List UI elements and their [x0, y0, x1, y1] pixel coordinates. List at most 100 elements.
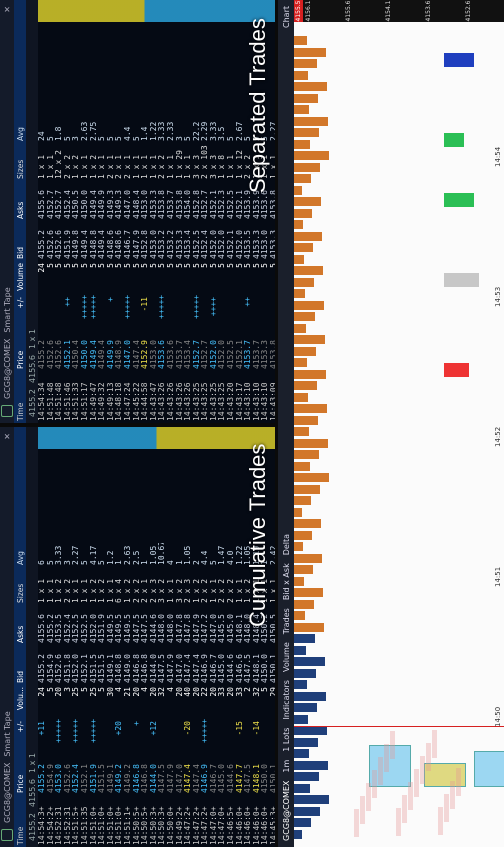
tape-row[interactable]: 14:50:3+ 4144.0 +12 20 4144.0 4144.6 2 x 3 1.05: [150, 449, 159, 847]
tape-row[interactable]: 14:49:2+ 4147.0 20 4147.0 4147.8 3 x 21: [176, 449, 185, 847]
volume-bar: [294, 324, 306, 333]
tape-cell: [72, 295, 81, 321]
tape-row[interactable]: 14:47:0+ 4145.0 33 4145.0 4145.5 2 x 2 1.47: [218, 449, 227, 847]
tape-row[interactable]: 14:50:5+ 4146.8 4 4146.8 4147.5 2 x 11: [141, 449, 150, 847]
column-header[interactable]: Avg: [15, 551, 25, 565]
timeframe-select[interactable]: 1m: [281, 759, 291, 773]
footprint-cluster[interactable]: [474, 751, 504, 787]
tape-cell: 4150.4: [72, 340, 81, 369]
tape-row[interactable]: 14:49:47 4149.4 ++++++5 4148.8 4149.4 1 x 2 2.…: [90, 22, 99, 423]
tape-row[interactable]: 14:47:24 4147.0 ++++++5 4146.7 4147.0 2 x 1 4.…: [124, 22, 133, 423]
price-axis[interactable]: 4156.1 4155.6 4154.1 4153.6 4152.6 4155.5: [294, 0, 504, 22]
column-header[interactable]: Asks: [15, 201, 25, 219]
tape-row[interactable]: 14:52:31 4153.0 ++++++ 20 4152.6 4153.5 1 x 2 3…: [55, 449, 64, 847]
tape-row[interactable]: 14:51:0+ 4151.9 ++++++ 25 4151.5 4152.0 1 x 2 4…: [90, 449, 99, 847]
tape-row[interactable]: 14:50:3+ 4147.5 32 4147.5 4148.0 3 x 2 10.67: [158, 449, 167, 847]
column-header[interactable]: Price: [15, 774, 25, 793]
column-header[interactable]: +/-: [15, 297, 25, 309]
column-header[interactable]: Avg: [15, 127, 25, 141]
tape-cell: 14:47:2+: [201, 806, 210, 845]
tape-row[interactable]: 14:51:0+ 4149.1 30 4149.1 4149.5 1 x 1 1.2: [107, 449, 116, 847]
tape-scrollbar[interactable]: [38, 0, 275, 22]
toolbar-volume[interactable]: Volume: [281, 642, 291, 673]
footprint-chart[interactable]: GCG8@COMEX 1m 1 Lots Indicators Volume T…: [278, 0, 504, 847]
tape-cell: 4151.8: [63, 654, 72, 683]
last-price-tag: 4155.5: [294, 0, 303, 22]
tape-row[interactable]: 14:46:0+ 4147.7 -15 33 4146.6 4148.1 1 x 1 1.22: [236, 449, 245, 847]
tape-row[interactable]: 14:43:26 4153.6 5 4153.2 4153.7 1 x 1 2.33: [167, 22, 176, 423]
tape-row[interactable]: 14:51:48 4152.6 5 4152.6 4152.7 12 x 2 1.8: [55, 22, 64, 423]
tape-row[interactable]: 14:46:5+ 4144.6 20 4144.6 4145.0 2 x 2 4.0: [227, 449, 236, 847]
column-header[interactable]: Price: [15, 350, 25, 369]
heat-cell: [426, 743, 431, 771]
symbol-label[interactable]: GCG8@COMEX: [2, 762, 12, 823]
tape-row[interactable]: 14:54:34 4155.2 24 4155.2 4155.6 1 x 1 24: [38, 22, 47, 423]
tape-row[interactable]: 14:43:26 4153.6 +++++5 4153.2 4153.8 2 x 2 3.3…: [158, 22, 167, 423]
tape-cell: 10.67: [158, 543, 167, 565]
tape-cell: 4155.6: [38, 190, 46, 219]
tape-row[interactable]: 14:43:25 4152.7 5 4152.4 4152.7 2 x 103 2.29: [201, 22, 210, 423]
tape-row[interactable]: 14:51:33 4150.4 5 4149.8 4150.5 1 x 23: [72, 22, 81, 423]
column-header[interactable]: Bid: [15, 671, 25, 683]
tape-row[interactable]: 14:47:2+ 4147.4 20 4147.4 4147.9 1 x 22: [193, 449, 202, 847]
column-header[interactable]: Bid: [15, 247, 25, 259]
symbol-label[interactable]: GCG8@COMEX: [281, 780, 291, 841]
gear-icon[interactable]: [1, 829, 13, 841]
column-header[interactable]: Sizes: [15, 583, 25, 603]
tape-row[interactable]: 14:47:0+ 4146.7 20 4146.7 4147.0 1 x 15: [210, 449, 219, 847]
tape-row[interactable]: 14:43:25 4152.7 ++++++5 4152.5 4152.8 3 x 3 22…: [193, 22, 202, 423]
tape-row[interactable]: 14:43:17 4152.1 5 4152.0 4152.1 1 x 12 2.67: [236, 22, 245, 423]
tape-cell: 3.33: [55, 545, 64, 565]
column-header[interactable]: Time: [15, 826, 25, 845]
lots-select[interactable]: 1 Lots: [281, 727, 291, 752]
tape-row[interactable]: 14:51:1+ 4149.2 21 4149.0 4149.5 1 x 2 2.63: [124, 449, 133, 847]
tape-row[interactable]: 14:51:5+ 4152.4 ++++++ 25 4152.0 4152.5 1 x 1 2…: [72, 449, 81, 847]
tape-row[interactable]: 14:43:47 4153.0 5 4153.0 4153.3 1 x 1 1.22: [150, 22, 159, 423]
chart-plot-area[interactable]: 14:50 14:51 14:52 14:53 14:54: [294, 22, 504, 847]
heat-cell: [366, 783, 371, 811]
toolbar-delta[interactable]: Delta: [281, 533, 291, 556]
tape-row[interactable]: 14:51:0+ 4149.2 +20 4 4148.8 4149.5 6 x 41: [115, 449, 124, 847]
tape-row[interactable]: 14:43:26 4153.7 5 4153.3 4153.8 1 x 29 3: [176, 22, 185, 423]
tape-row[interactable]: 14:47:2+ 4146.9 ++++++ 22 4146.9 4147.2 2 x 2 4…: [201, 449, 210, 847]
tape-row[interactable]: 14:50:5+ 4146.8 +20 4146.8 4147.5 2 x 2 2.5: [133, 449, 142, 847]
tape-row[interactable]: 14:43:25 4152.0 5 4152.0 4152.3 1 x 8 3.5: [218, 22, 227, 423]
toolbar-bidask[interactable]: Bid x Ask: [281, 563, 291, 601]
column-header[interactable]: Volu...: [15, 687, 25, 711]
tape-scrollbar[interactable]: [38, 427, 275, 449]
tape-cell: 6 x 4: [115, 567, 124, 605]
tape-row[interactable]: 14:47:2+ 4147.4 -20 40 4147.4 4147.8 2 x 3 1.05: [184, 449, 193, 847]
tape-row[interactable]: 14:44:58 4152.9 -11 5 4152.8 4153.0 1 x 1 1.4: [141, 22, 150, 423]
column-header[interactable]: Time: [15, 402, 25, 421]
tape-row[interactable]: 14:54:3+ 4155.2 +11 24 4155.2 4155.6 1 x 16: [38, 449, 47, 847]
column-header[interactable]: +/-: [15, 721, 25, 733]
tape-row[interactable]: 14:43:25 4152.0 ++++ 5 4152.0 4152.1 3 x 3 3.33: [210, 22, 219, 423]
symbol-label[interactable]: GCG8@COMEX: [2, 338, 12, 399]
close-icon[interactable]: ✕: [2, 6, 12, 13]
column-header[interactable]: Volume: [15, 263, 25, 291]
close-icon[interactable]: ✕: [2, 433, 12, 440]
tape-cell: 4152.1: [235, 340, 244, 369]
column-header[interactable]: Sizes: [15, 159, 25, 179]
tape-row[interactable]: 14:51:17 4150.0 ++++++5 4149.4 4150.0 1 x 1 2.…: [81, 22, 90, 423]
gear-icon[interactable]: [1, 405, 13, 417]
tape-cell: 5: [261, 685, 270, 719]
indicators-button[interactable]: Indicators: [281, 680, 291, 720]
toolbar-trades[interactable]: Trades: [281, 608, 291, 635]
column-header[interactable]: Asks: [15, 625, 25, 643]
